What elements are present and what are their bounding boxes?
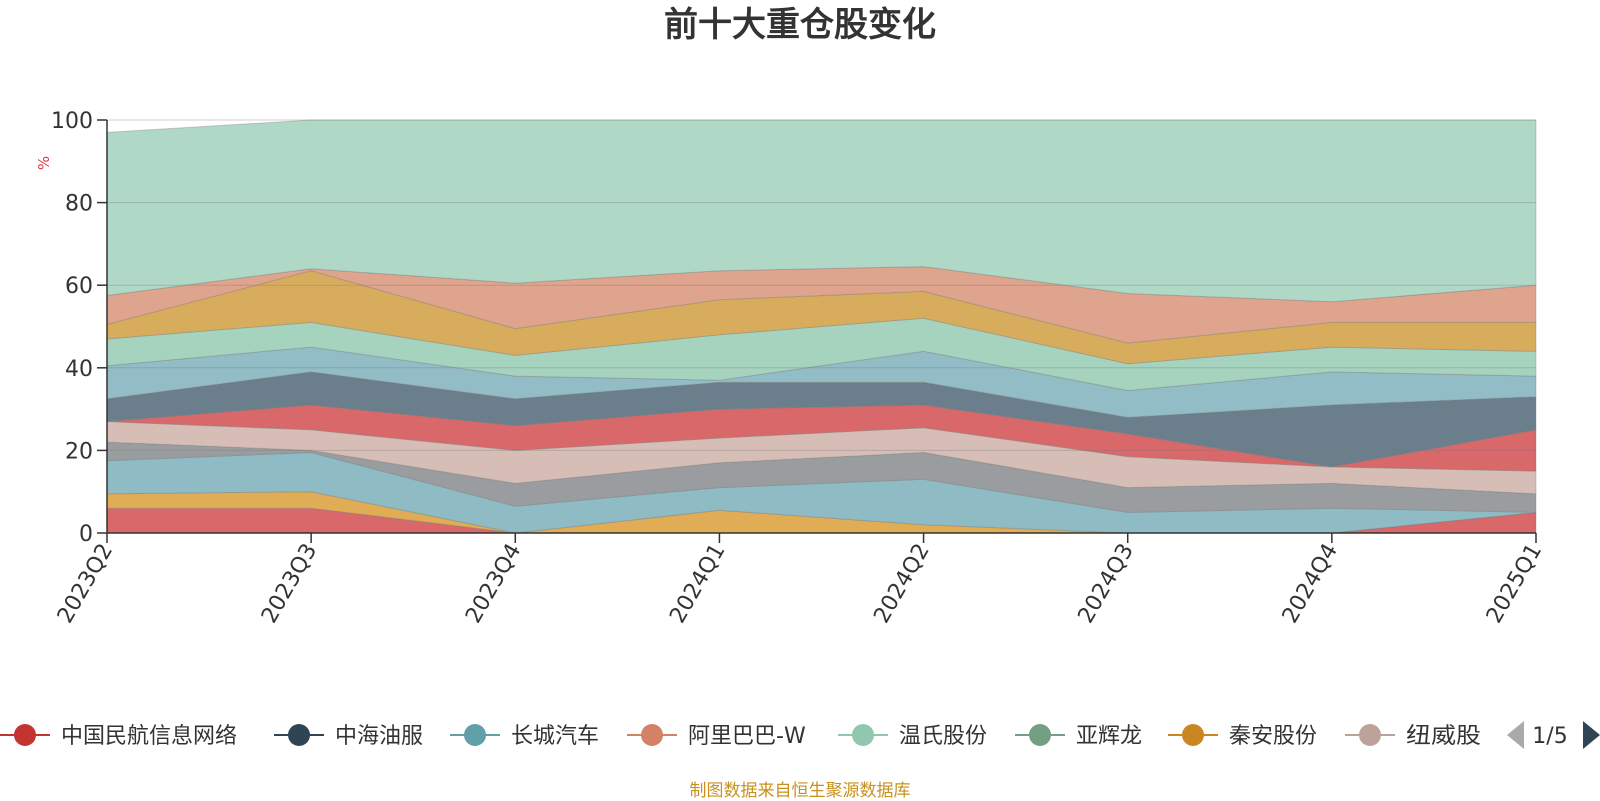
legend-item[interactable]: 阿里巴巴-W	[627, 724, 806, 749]
x-tick-label: 2023Q2	[53, 540, 118, 628]
legend-label: 长城汽车	[511, 724, 599, 749]
legend-marker	[288, 724, 310, 746]
x-tick-label: 2024Q2	[869, 540, 934, 628]
legend-item[interactable]: 秦安股份	[1168, 724, 1317, 749]
legend-page-indicator: 1/5	[1532, 724, 1567, 749]
chart-title: 前十大重仓股变化	[664, 5, 936, 45]
y-tick-label: 60	[65, 274, 93, 299]
source-note: 制图数据来自恒生聚源数据库	[689, 781, 911, 801]
x-tick-label: 2024Q3	[1074, 540, 1139, 628]
legend-item[interactable]: 中海油服	[274, 724, 423, 749]
x-tick-label: 2023Q3	[257, 540, 322, 628]
y-tick-label: 100	[51, 109, 93, 134]
x-tick-label: 2024Q4	[1278, 540, 1343, 628]
legend-item[interactable]: 温氏股份	[838, 724, 987, 749]
legend-item[interactable]: 中国民航信息网络	[0, 724, 237, 749]
x-tick-label: 2024Q1	[665, 540, 730, 628]
area-band	[106, 346, 1537, 418]
legend-marker	[1359, 724, 1381, 746]
legend-next-icon[interactable]	[1583, 721, 1600, 749]
legend-label: 阿里巴巴-W	[688, 724, 806, 749]
area-band	[106, 119, 1537, 303]
legend-marker	[852, 724, 874, 746]
legend-item[interactable]: 亚辉龙	[1015, 724, 1142, 749]
x-tick-label: 2023Q4	[461, 540, 526, 628]
legend-item[interactable]: 纽威股	[1345, 724, 1481, 749]
legend-marker	[641, 724, 663, 746]
legend-marker	[1029, 724, 1051, 746]
legend-marker	[464, 724, 486, 746]
legend-item[interactable]: 长城汽车	[450, 724, 599, 749]
legend-label: 纽威股	[1406, 724, 1481, 749]
legend-label: 秦安股份	[1229, 724, 1317, 749]
y-tick-label: 80	[65, 192, 93, 217]
y-axis-unit: %	[35, 156, 53, 170]
y-tick-label: 40	[65, 357, 93, 382]
grid-lines	[107, 119, 1536, 451]
legend-label: 中国民航信息网络	[61, 724, 237, 749]
area-layers	[106, 119, 1537, 534]
x-tick-label: 2025Q1	[1482, 540, 1547, 628]
legend-label: 温氏股份	[899, 724, 987, 749]
legend-prev-icon[interactable]	[1507, 721, 1524, 749]
legend-label: 中海油服	[335, 724, 423, 749]
legend-marker	[14, 724, 36, 746]
y-tick-label: 0	[79, 522, 93, 547]
y-tick-label: 20	[65, 439, 93, 464]
legend-label: 亚辉龙	[1076, 724, 1142, 749]
legend-marker	[1182, 724, 1204, 746]
legend: 中国民航信息网络 中海油服 长城汽车 阿里巴巴-W 温氏股份 亚辉龙 秦安股份 纽威股 1/5	[0, 721, 1600, 749]
